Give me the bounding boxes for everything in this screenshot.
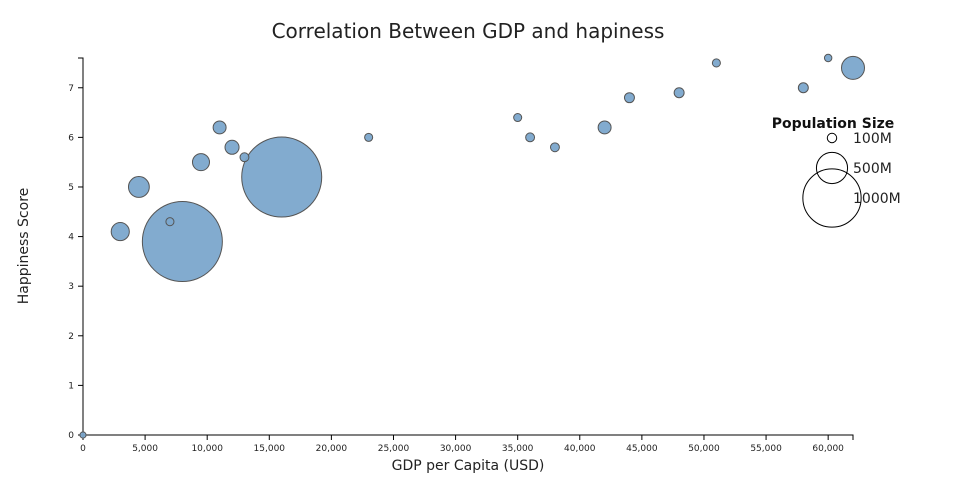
- legend-circle: [802, 168, 862, 228]
- x-tick-label: 50,000: [688, 444, 720, 454]
- x-tick-label: 15,000: [254, 444, 286, 454]
- legend-circle: [815, 151, 849, 185]
- data-bubble[interactable]: [841, 55, 865, 80]
- y-tick-label: 7: [68, 84, 74, 94]
- data-bubble[interactable]: [525, 132, 536, 143]
- data-bubble[interactable]: [212, 120, 227, 135]
- legend-title: Population Size: [772, 116, 895, 132]
- data-bubble[interactable]: [110, 222, 130, 242]
- data-bubble[interactable]: [241, 136, 323, 218]
- data-bubble[interactable]: [797, 82, 809, 94]
- legend-label: 100M: [853, 131, 892, 147]
- x-tick-label: 35,000: [502, 444, 534, 454]
- x-tick-label: 10,000: [191, 444, 223, 454]
- axes: 0 5,000 10,000 15,000 20,000 25,000 30,000 35,0…: [68, 57, 854, 454]
- data-bubble[interactable]: [597, 120, 612, 135]
- x-tick-label: 30,000: [440, 444, 472, 454]
- data-bubble[interactable]: [823, 53, 833, 63]
- data-bubble[interactable]: [127, 176, 150, 198]
- x-tick-label: 25,000: [378, 444, 410, 454]
- x-tick-label: 5,000: [132, 444, 158, 454]
- x-tick-label: 0: [80, 444, 86, 454]
- data-bubble[interactable]: [79, 431, 87, 439]
- y-tick-label: 6: [68, 133, 74, 143]
- y-tick-label: 3: [68, 282, 74, 292]
- data-bubble[interactable]: [191, 153, 210, 172]
- x-tick-label: 20,000: [316, 444, 348, 454]
- data-bubble[interactable]: [141, 201, 223, 283]
- data-bubble[interactable]: [623, 92, 635, 104]
- x-tick-label: 60,000: [812, 444, 844, 454]
- bubbles: [79, 53, 865, 439]
- x-axis-label: GDP per Capita (USD): [392, 458, 545, 474]
- y-axis-label: Happiness Score: [16, 188, 32, 305]
- data-bubble[interactable]: [711, 58, 721, 68]
- x-tick-label: 45,000: [626, 444, 658, 454]
- legend-circle: [826, 132, 838, 144]
- y-tick-label: 1: [68, 381, 74, 391]
- y-tick-label: 2: [68, 332, 74, 342]
- legend-label: 500M: [853, 161, 892, 177]
- data-bubble[interactable]: [165, 217, 175, 227]
- x-tick-label: 40,000: [564, 444, 596, 454]
- y-tick-label: 0: [68, 431, 74, 441]
- y-tick-label: 4: [68, 233, 74, 243]
- data-bubble[interactable]: [224, 139, 240, 155]
- data-bubble[interactable]: [239, 152, 250, 163]
- legend: Population Size 100M 500M 1000M: [772, 116, 901, 228]
- y-axis-line: [78, 57, 84, 435]
- data-bubble[interactable]: [549, 142, 560, 153]
- y-tick-label: 5: [68, 183, 74, 193]
- legend-label: 1000M: [853, 191, 901, 207]
- data-bubble[interactable]: [673, 87, 685, 99]
- chart-title: Correlation Between GDP and hapiness: [272, 19, 665, 43]
- x-axis-line: [83, 434, 854, 440]
- data-bubble[interactable]: [513, 112, 523, 123]
- x-tick-label: 55,000: [750, 444, 782, 454]
- data-bubble[interactable]: [364, 132, 374, 142]
